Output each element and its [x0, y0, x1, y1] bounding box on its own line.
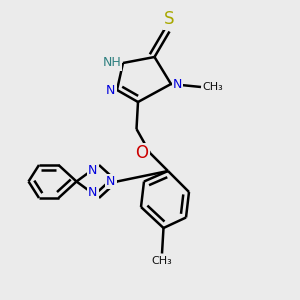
- Text: O: O: [136, 144, 148, 162]
- Text: NH: NH: [103, 56, 122, 70]
- Text: CH₃: CH₃: [152, 256, 172, 266]
- Text: N: N: [106, 83, 116, 97]
- Text: N: N: [88, 164, 98, 176]
- Text: N: N: [106, 175, 116, 188]
- Text: CH₃: CH₃: [202, 82, 223, 92]
- Text: S: S: [164, 11, 175, 28]
- Text: N: N: [88, 187, 98, 200]
- Text: N: N: [172, 77, 182, 91]
